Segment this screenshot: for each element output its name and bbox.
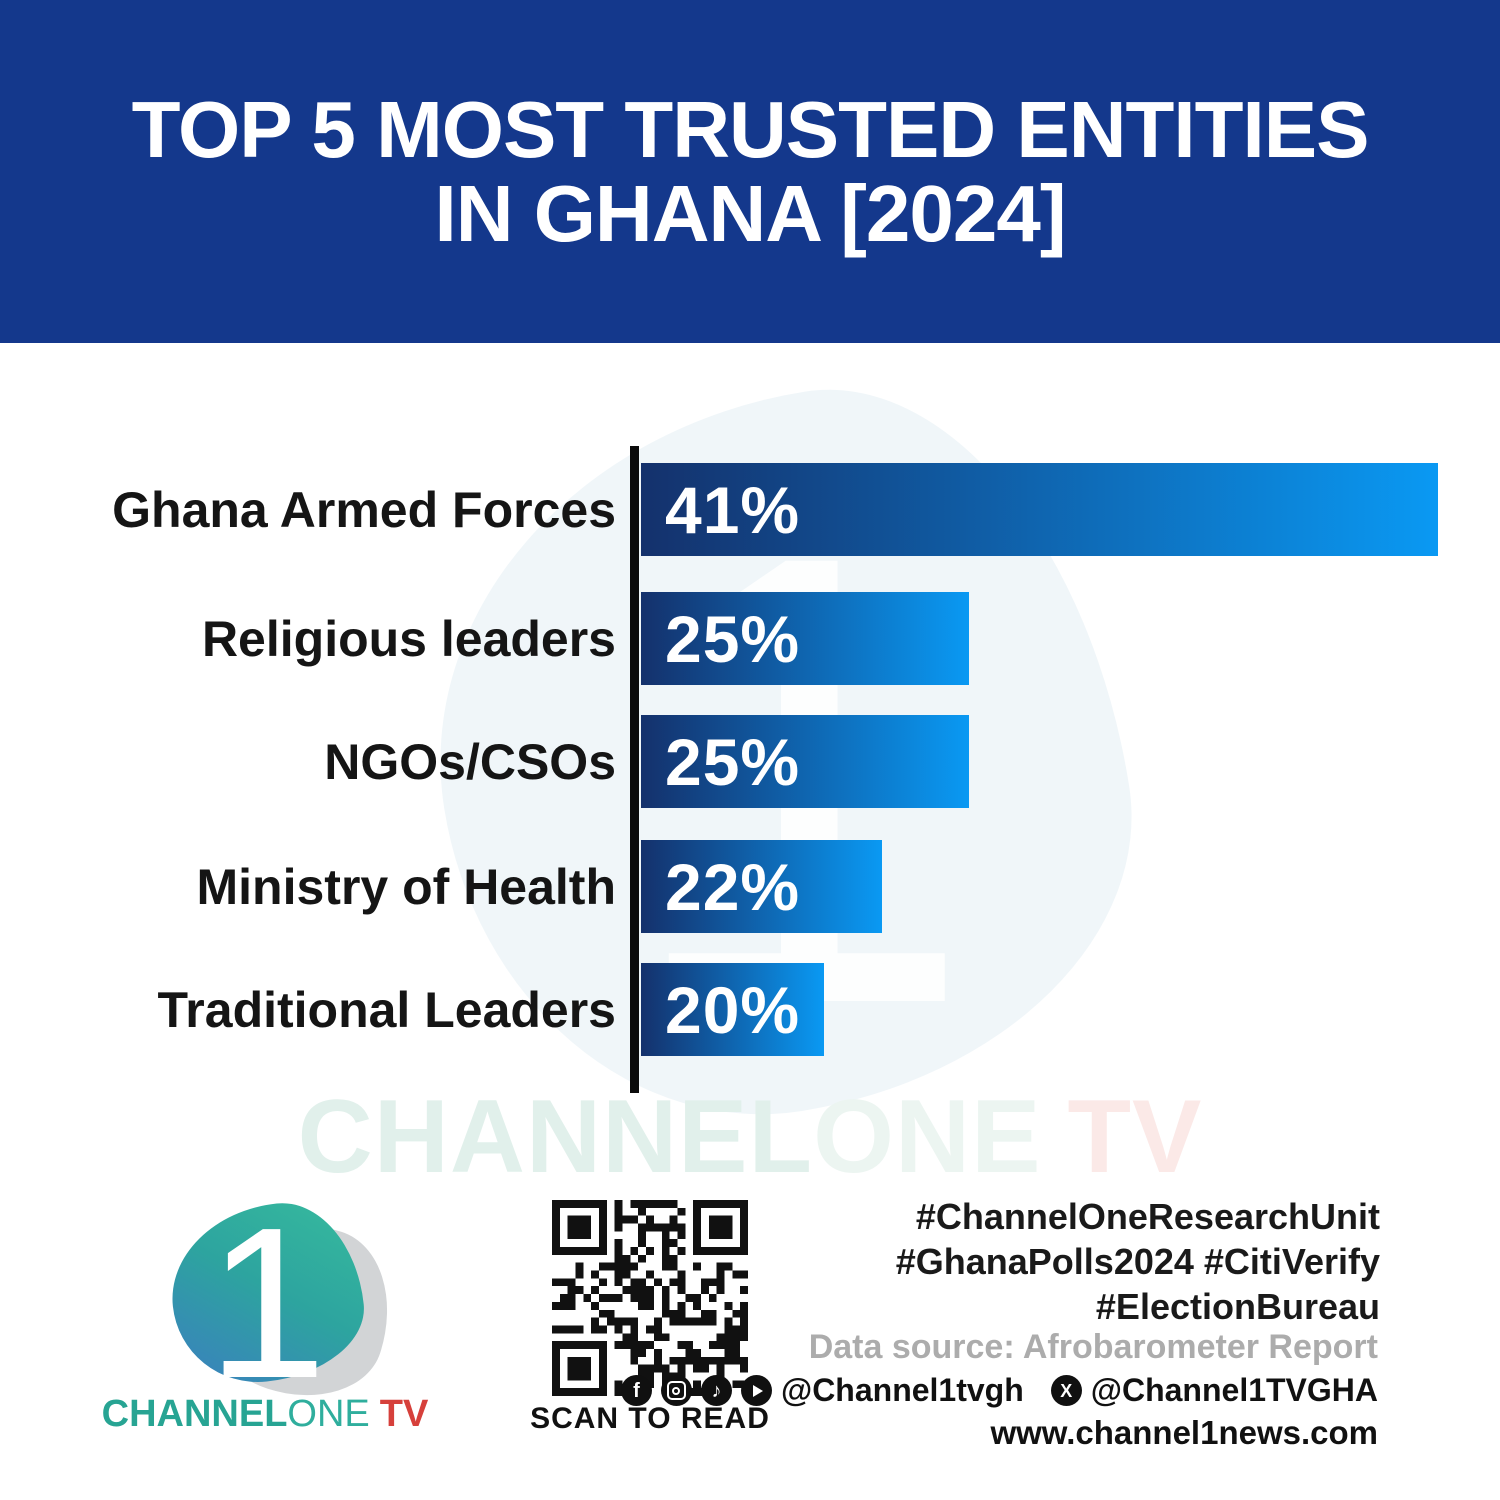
social-row: f ♪ @Channel1tvgh X @Channel1TVGHA: [620, 1372, 1378, 1409]
instagram-icon: [660, 1375, 692, 1406]
bar-value-label: 25%: [665, 601, 801, 676]
y-axis-line: [630, 446, 639, 1093]
qr-caption: SCAN TO READ: [530, 1402, 770, 1435]
category-label: Ministry of Health: [196, 858, 616, 915]
data-source-note: Data source: Afrobarometer Report: [808, 1328, 1378, 1366]
logotype-tv: TV: [379, 1393, 429, 1435]
hashtag-line: #ElectionBureau: [1095, 1286, 1380, 1327]
bar-value-label: 41%: [665, 472, 801, 547]
bar-value-label: 25%: [665, 724, 801, 799]
logotype-channel: CHANNEL: [101, 1393, 288, 1435]
social-handle-main: @Channel1tvgh: [780, 1372, 1024, 1408]
hashtag-line: #GhanaPolls2024 #CitiVerify: [895, 1241, 1380, 1282]
channel-one-tv-logotype: CHANNELONE TV: [60, 1393, 470, 1436]
social-handle-x: @Channel1TVGHA: [1090, 1372, 1378, 1408]
bar-value-label: 22%: [665, 849, 801, 924]
bar-value-label: 20%: [665, 972, 801, 1047]
hashtags-block: #ChannelOneResearchUnit #GhanaPolls2024 …: [680, 1194, 1380, 1329]
bar-religious-leaders: 25%: [641, 592, 969, 685]
watermark-one: ONE: [813, 1079, 1042, 1195]
bar-ministry-of-health: 22%: [641, 840, 882, 933]
bar-ngos-csos: 25%: [641, 715, 969, 808]
logotype-one: ONE: [287, 1393, 370, 1435]
category-label: NGOs/CSOs: [324, 733, 616, 790]
facebook-icon: f: [620, 1375, 652, 1406]
bar-traditional-leaders: 20%: [641, 963, 824, 1056]
watermark-tv: TV: [1067, 1079, 1203, 1195]
website-url: www.channel1news.com: [990, 1414, 1378, 1451]
youtube-icon: [740, 1375, 772, 1406]
channel-watermark-text: CHANNELONE TV: [0, 1078, 1500, 1197]
bar-ghana-armed-forces: 41%: [641, 463, 1438, 556]
category-label: Religious leaders: [201, 610, 616, 667]
logo-numeral-one: 1: [207, 1182, 327, 1423]
category-label: Ghana Armed Forces: [112, 481, 616, 538]
hashtag-line: #ChannelOneResearchUnit: [915, 1196, 1380, 1237]
tiktok-icon: ♪: [700, 1375, 732, 1406]
x-icon: X: [1050, 1375, 1082, 1406]
page-title-line1: TOP 5 MOST TRUSTED ENTITIES: [131, 84, 1370, 174]
page-title-line2: IN GHANA [2024]: [434, 168, 1066, 258]
category-label: Traditional Leaders: [157, 981, 616, 1038]
watermark-channel: CHANNEL: [297, 1079, 814, 1195]
header-banner: TOP 5 MOST TRUSTED ENTITIES IN GHANA [20…: [0, 0, 1500, 343]
